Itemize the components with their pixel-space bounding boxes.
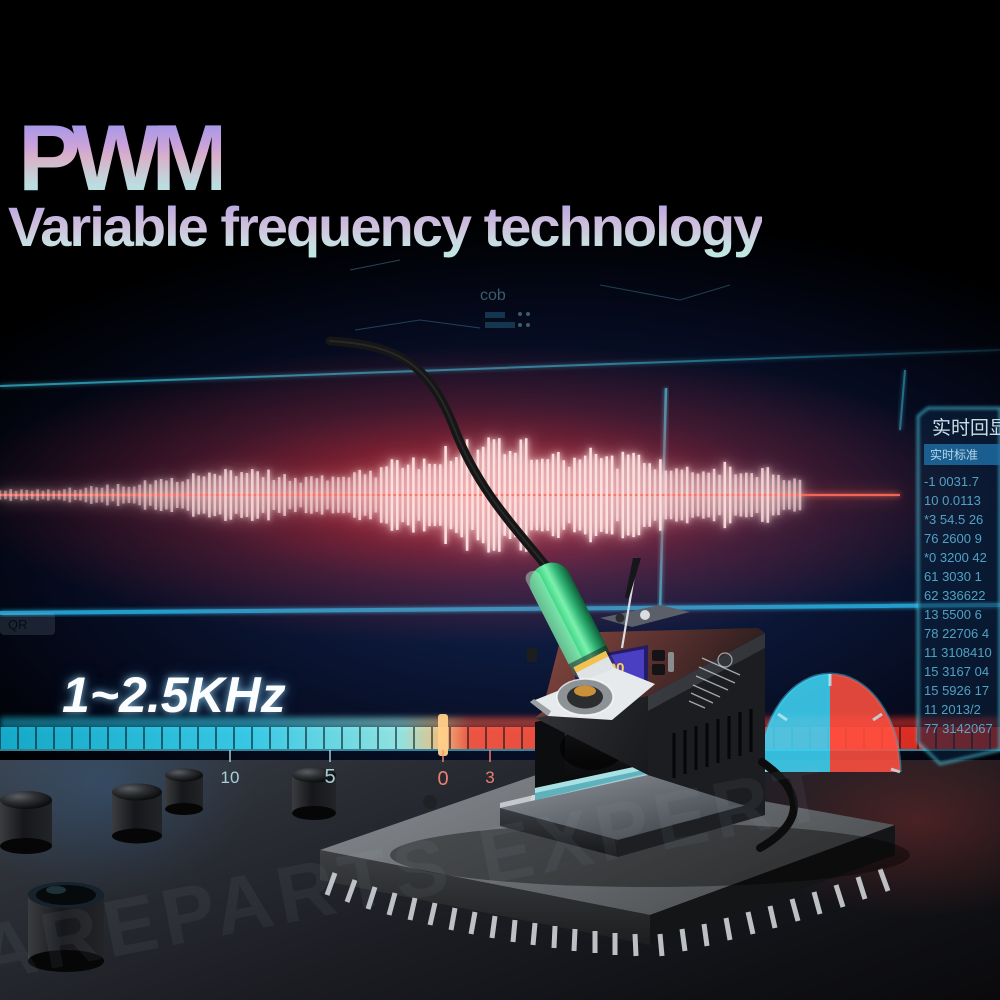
svg-text:61 3030 1: 61 3030 1 — [924, 569, 982, 584]
svg-text:13 5500 6: 13 5500 6 — [924, 607, 982, 622]
svg-text:11 3108410: 11 3108410 — [924, 645, 992, 660]
svg-text:11 2013/2: 11 2013/2 — [924, 702, 981, 717]
svg-text:-1 0031.7: -1 0031.7 — [924, 474, 979, 489]
svg-text:10 0.0113: 10 0.0113 — [924, 493, 981, 508]
svg-text:15 3167 04: 15 3167 04 — [924, 664, 989, 679]
svg-text:实时回显: 实时回显 — [932, 417, 1000, 439]
svg-text:实时标准: 实时标准 — [930, 447, 978, 462]
svg-text:76 2600 9: 76 2600 9 — [924, 531, 982, 546]
svg-text:15 5926 17: 15 5926 17 — [924, 683, 989, 698]
svg-text:*0 3200 42: *0 3200 42 — [924, 550, 987, 565]
svg-text:77 3142067: 77 3142067 — [924, 721, 993, 736]
svg-text:*3 54.5 26: *3 54.5 26 — [924, 512, 983, 527]
svg-text:62 336622: 62 336622 — [924, 588, 985, 603]
svg-text:78 22706 4: 78 22706 4 — [924, 626, 989, 641]
